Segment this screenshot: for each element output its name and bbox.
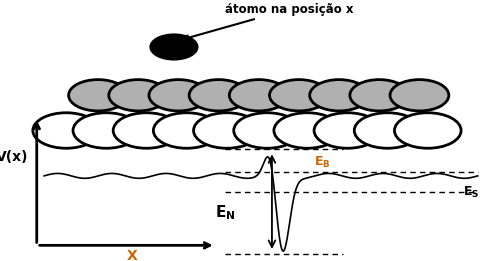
Circle shape [354,113,421,148]
Circle shape [310,80,368,111]
Circle shape [109,80,168,111]
Circle shape [69,80,127,111]
Circle shape [229,80,288,111]
Text: X: X [127,249,138,261]
Text: V(x): V(x) [0,150,28,164]
Circle shape [149,80,208,111]
Text: $\mathbf{E_N}$: $\mathbf{E_N}$ [215,203,236,222]
Text: $\mathbf{E_B}$: $\mathbf{E_B}$ [314,155,330,170]
Text: $\mathbf{E_S}$: $\mathbf{E_S}$ [463,185,479,200]
Text: átomo na posição x: átomo na posição x [184,3,354,40]
Circle shape [274,113,341,148]
Circle shape [150,34,197,60]
Circle shape [234,113,300,148]
Circle shape [194,113,260,148]
Circle shape [350,80,409,111]
Circle shape [73,113,140,148]
Circle shape [153,113,220,148]
Circle shape [314,113,381,148]
Circle shape [390,80,449,111]
Circle shape [113,113,180,148]
Circle shape [189,80,248,111]
Circle shape [33,113,99,148]
Circle shape [270,80,328,111]
Circle shape [394,113,461,148]
